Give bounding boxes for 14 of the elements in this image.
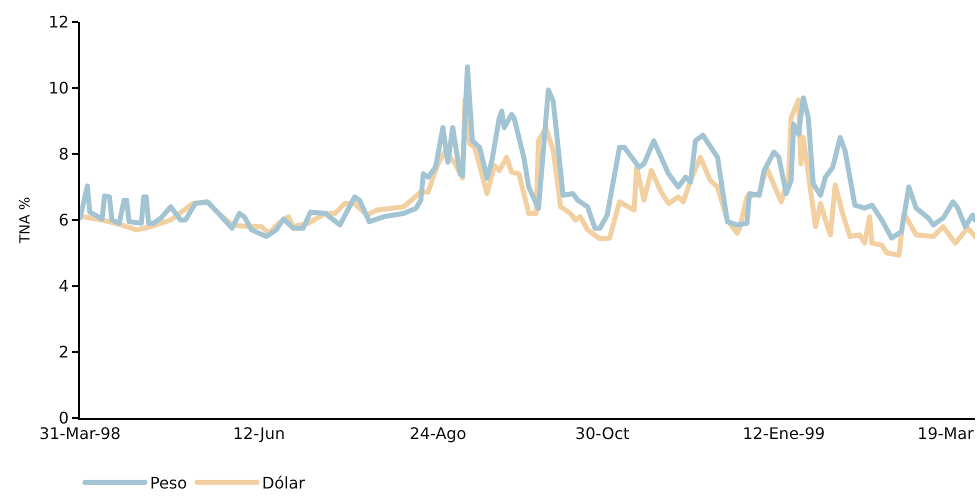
legend-label: Dólar bbox=[262, 474, 306, 493]
y-tick-label: 6 bbox=[58, 210, 69, 230]
legend-label: Peso bbox=[150, 474, 188, 493]
y-tick-label: 12 bbox=[48, 12, 69, 32]
x-tick-label: 12-Jun bbox=[232, 424, 286, 444]
y-tick-label: 8 bbox=[58, 144, 69, 164]
y-axis-title: TNA % bbox=[18, 196, 34, 244]
y-tick-label: 2 bbox=[58, 342, 69, 362]
x-tick-label: 30-Oct bbox=[575, 424, 630, 444]
y-tick-label: 10 bbox=[48, 78, 69, 98]
x-tick-label: 19-Mar bbox=[917, 424, 974, 444]
y-tick-label: 4 bbox=[58, 276, 69, 296]
x-tick-label: 12-Ene-99 bbox=[742, 424, 825, 444]
x-tick-label: 24-Ago bbox=[410, 424, 466, 444]
